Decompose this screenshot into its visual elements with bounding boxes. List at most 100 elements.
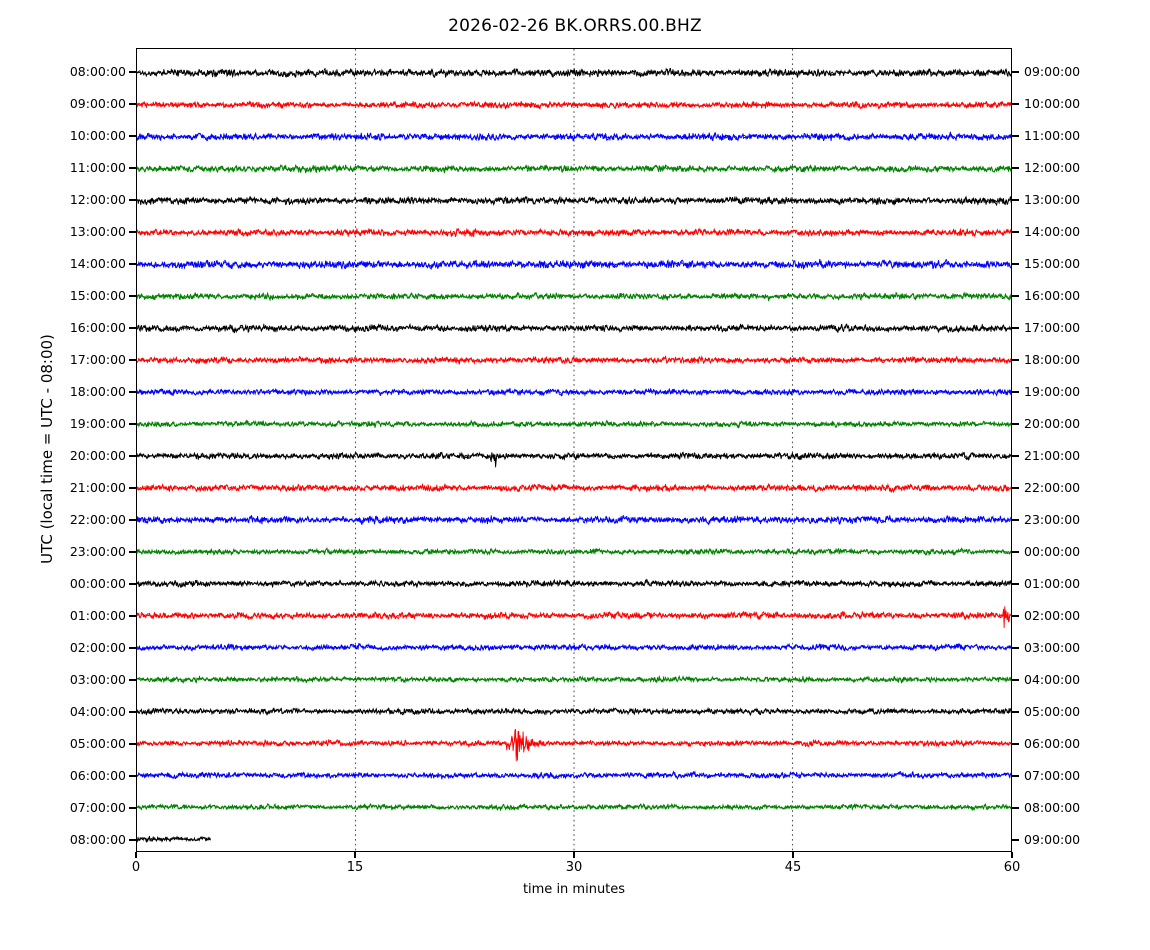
y-tick-label-right: 06:00:00 (1024, 736, 1081, 751)
trace-overlay (136, 195, 1012, 207)
y-tick-mark-left (129, 839, 136, 841)
y-tick-mark-right (1012, 135, 1019, 137)
y-tick-label-left: 15:00:00 (69, 288, 126, 303)
y-tick-mark-left (129, 679, 136, 681)
y-tick-mark-right (1012, 231, 1019, 233)
y-tick-mark-right (1012, 263, 1019, 265)
y-tick-mark-right (1012, 615, 1019, 617)
y-tick-label-right: 23:00:00 (1024, 512, 1081, 527)
y-tick-mark-left (129, 519, 136, 521)
y-tick-label-right: 12:00:00 (1024, 160, 1081, 175)
y-tick-label-left: 10:00:00 (69, 128, 126, 143)
y-tick-mark-right (1012, 199, 1019, 201)
y-tick-mark-left (129, 551, 136, 553)
y-tick-mark-right (1012, 711, 1019, 713)
trace-22 (136, 514, 1012, 526)
y-tick-mark-right (1012, 391, 1019, 393)
trace-overlay (136, 515, 1012, 526)
y-tick-label-left: 21:00:00 (69, 480, 126, 495)
x-tick-mark (135, 852, 137, 858)
trace-overlay (136, 546, 1012, 556)
y-tick-label-left: 02:00:00 (69, 640, 126, 655)
y-tick-label-right: 04:00:00 (1024, 672, 1081, 687)
y-tick-mark-right (1012, 807, 1019, 809)
y-tick-label-left: 08:00:00 (69, 64, 126, 79)
trace-overlay (136, 291, 1012, 302)
y-tick-mark-left (129, 583, 136, 585)
y-tick-mark-right (1012, 519, 1019, 521)
y-tick-mark-right (1012, 647, 1019, 649)
y-tick-label-right: 17:00:00 (1024, 320, 1081, 335)
y-tick-mark-left (129, 327, 136, 329)
y-tick-label-right: 16:00:00 (1024, 288, 1081, 303)
trace-overlay (136, 642, 1012, 652)
y-tick-label-left: 14:00:00 (69, 256, 126, 271)
x-tick-label: 30 (565, 860, 583, 875)
trace-overlay (136, 733, 1012, 757)
y-tick-label-right: 13:00:00 (1024, 192, 1081, 207)
y-tick-label-left: 01:00:00 (69, 608, 126, 623)
trace-overlay (136, 451, 1012, 463)
y-tick-mark-left (129, 807, 136, 809)
y-tick-label-left: 00:00:00 (69, 576, 126, 591)
x-tick-mark (573, 852, 575, 858)
x-tick-label: 60 (1003, 860, 1021, 875)
trace-overlay (136, 835, 211, 844)
x-tick-label: 0 (131, 860, 141, 875)
y-tick-label-left: 09:00:00 (69, 96, 126, 111)
trace-overlay (136, 259, 1012, 270)
y-tick-label-left: 05:00:00 (69, 736, 126, 751)
y-tick-label-right: 10:00:00 (1024, 96, 1081, 111)
y-tick-label-left: 04:00:00 (69, 704, 126, 719)
y-tick-mark-left (129, 103, 136, 105)
trace-overlay (136, 99, 1012, 111)
y-tick-mark-right (1012, 167, 1019, 169)
trace-06 (136, 771, 1012, 780)
y-tick-label-right: 19:00:00 (1024, 384, 1081, 399)
y-tick-mark-left (129, 615, 136, 617)
trace-overlay (136, 674, 1012, 685)
trace-overlay (136, 67, 1012, 79)
y-tick-mark-right (1012, 839, 1019, 841)
trace-overlay (136, 355, 1012, 365)
y-tick-mark-left (129, 295, 136, 297)
y-tick-label-left: 22:00:00 (69, 512, 126, 527)
y-tick-label-right: 09:00:00 (1024, 64, 1081, 79)
y-tick-label-right: 03:00:00 (1024, 640, 1081, 655)
y-tick-label-right: 22:00:00 (1024, 480, 1081, 495)
y-tick-mark-right (1012, 103, 1019, 105)
y-tick-label-right: 20:00:00 (1024, 416, 1081, 431)
y-tick-mark-right (1012, 775, 1019, 777)
x-axis-label: time in minutes (522, 882, 626, 897)
page-title: 2026-02-26 BK.ORRS.00.BHZ (448, 16, 702, 36)
trace-overlay (136, 131, 1012, 142)
y-tick-mark-right (1012, 679, 1019, 681)
y-tick-label-left: 20:00:00 (69, 448, 126, 463)
trace-20 (136, 451, 1012, 468)
y-tick-mark-left (129, 263, 136, 265)
y-tick-label-right: 02:00:00 (1024, 608, 1081, 623)
x-tick-label: 45 (784, 860, 802, 875)
y-tick-mark-right (1012, 423, 1019, 425)
y-tick-label-right: 00:00:00 (1024, 544, 1081, 559)
plot-area[interactable] (136, 48, 1012, 852)
trace-overlay (136, 322, 1012, 334)
y-tick-label-left: 08:00:00 (69, 832, 126, 847)
y-tick-label-left: 16:00:00 (69, 320, 126, 335)
y-tick-label-right: 14:00:00 (1024, 224, 1081, 239)
y-tick-label-left: 17:00:00 (69, 352, 126, 367)
trace-overlay (136, 706, 1012, 717)
x-tick-mark (354, 852, 356, 858)
y-tick-mark-left (129, 359, 136, 361)
y-tick-mark-right (1012, 551, 1019, 553)
y-tick-mark-right (1012, 359, 1019, 361)
trace-overlay (136, 802, 1012, 812)
y-tick-mark-left (129, 775, 136, 777)
trace-overlay (136, 387, 1012, 397)
y-tick-mark-left (129, 199, 136, 201)
y-tick-label-right: 09:00:00 (1024, 832, 1081, 847)
y-tick-mark-left (129, 647, 136, 649)
y-tick-mark-left (129, 743, 136, 745)
seismogram-traces (136, 67, 1012, 844)
